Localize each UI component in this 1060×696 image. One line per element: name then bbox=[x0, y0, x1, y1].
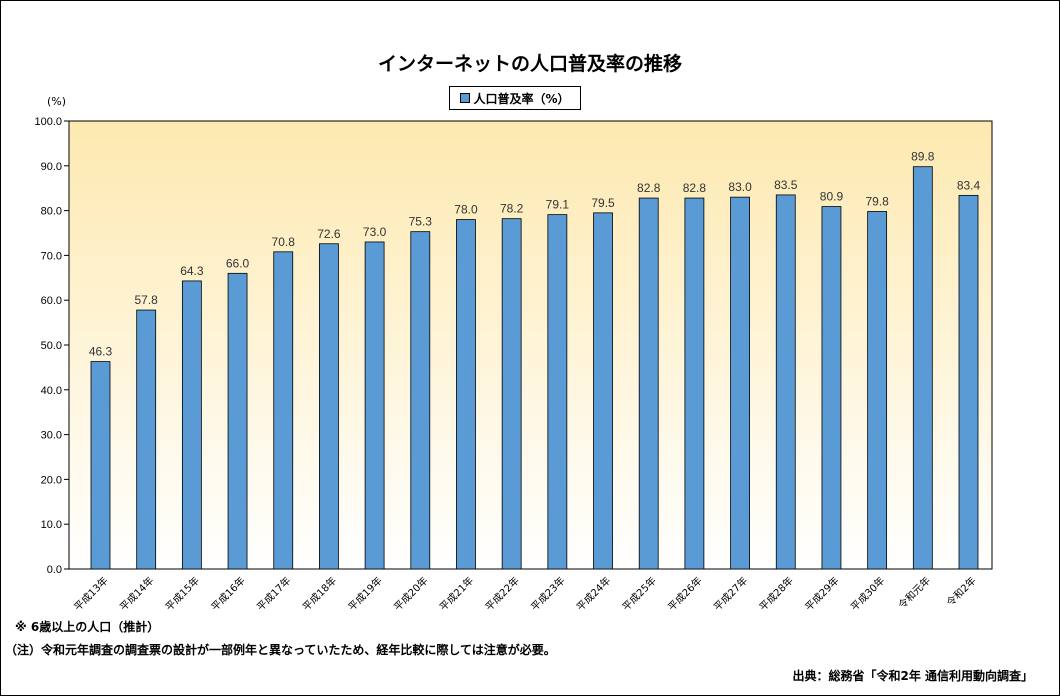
data-label: 80.9 bbox=[820, 190, 844, 204]
data-label: 73.0 bbox=[363, 225, 387, 239]
data-label: 78.0 bbox=[454, 203, 478, 217]
data-label: 46.3 bbox=[89, 345, 113, 359]
y-tick-label: 50.0 bbox=[41, 340, 62, 352]
data-label: 75.3 bbox=[409, 215, 433, 229]
bar bbox=[638, 197, 659, 570]
data-label: 83.0 bbox=[728, 180, 752, 194]
bar bbox=[136, 309, 157, 570]
y-axis-unit: (%) bbox=[47, 95, 67, 108]
chart-title: インターネットの人口普及率の推移 bbox=[377, 53, 682, 75]
bar bbox=[912, 166, 933, 570]
bar bbox=[775, 194, 796, 570]
bar bbox=[456, 219, 476, 570]
footnote-caution: （注）令和元年調査の調査票の設計が一部例年と異なっていたため、経年比較に際しては… bbox=[5, 643, 556, 657]
data-label: 57.8 bbox=[135, 293, 159, 307]
x-tick-label: 平成21年 bbox=[437, 574, 476, 613]
bar bbox=[684, 197, 705, 570]
bar bbox=[730, 196, 750, 570]
bar bbox=[227, 272, 248, 570]
bar bbox=[867, 211, 888, 570]
data-label: 79.8 bbox=[865, 194, 889, 208]
bar bbox=[501, 218, 522, 570]
data-label: 82.8 bbox=[683, 181, 707, 195]
data-label: 64.3 bbox=[180, 264, 204, 278]
x-tick-label: 令和2年 bbox=[944, 574, 979, 609]
x-tick-label: 平成18年 bbox=[300, 574, 339, 613]
y-tick-label: 0.0 bbox=[47, 564, 62, 576]
legend-swatch bbox=[460, 93, 471, 103]
bar bbox=[364, 241, 385, 570]
data-label: 66.0 bbox=[226, 256, 250, 270]
y-tick-label: 80.0 bbox=[41, 206, 62, 218]
bar bbox=[958, 194, 979, 570]
y-tick-label: 40.0 bbox=[41, 385, 62, 397]
x-tick-label: 平成13年 bbox=[71, 574, 110, 613]
x-tick-label: 平成23年 bbox=[528, 574, 567, 613]
legend-label: 人口普及率（%） bbox=[473, 91, 570, 106]
x-tick-label: 平成28年 bbox=[756, 574, 795, 613]
y-tick-label: 100.0 bbox=[34, 116, 62, 128]
bar bbox=[90, 361, 111, 570]
data-label: 89.8 bbox=[911, 150, 935, 164]
x-tick-label: 平成26年 bbox=[665, 574, 704, 613]
x-tick-label: 平成14年 bbox=[117, 574, 156, 613]
bar bbox=[821, 206, 842, 570]
x-tick-label: 平成17年 bbox=[254, 574, 293, 613]
legend: 人口普及率（%） bbox=[449, 86, 581, 110]
x-tick-label: 平成24年 bbox=[574, 574, 613, 613]
x-tick-label: 令和元年 bbox=[895, 574, 932, 611]
x-tick-label: 平成29年 bbox=[802, 574, 841, 613]
data-label: 70.8 bbox=[272, 235, 296, 249]
y-tick-label: 10.0 bbox=[41, 519, 62, 531]
data-label: 79.1 bbox=[546, 198, 570, 212]
data-label: 83.5 bbox=[774, 178, 798, 192]
y-tick-label: 70.0 bbox=[41, 250, 62, 262]
y-tick-label: 20.0 bbox=[41, 474, 62, 486]
bar bbox=[593, 212, 613, 570]
x-tick-label: 平成22年 bbox=[482, 574, 521, 613]
data-label: 78.2 bbox=[500, 202, 524, 216]
footnote-population: ※ 6歳以上の人口（推計） bbox=[15, 620, 160, 634]
x-tick-label: 平成30年 bbox=[848, 574, 887, 613]
data-label: 83.4 bbox=[957, 178, 981, 192]
y-tick-label: 90.0 bbox=[41, 161, 62, 173]
data-label: 79.5 bbox=[591, 196, 615, 210]
plot-area bbox=[68, 120, 993, 570]
data-label: 72.6 bbox=[317, 227, 341, 241]
data-label: 82.8 bbox=[637, 181, 661, 195]
x-tick-label: 平成20年 bbox=[391, 574, 430, 613]
bar bbox=[547, 214, 568, 570]
x-tick-label: 平成27年 bbox=[711, 574, 750, 613]
y-tick-label: 30.0 bbox=[41, 430, 62, 442]
bar bbox=[273, 251, 294, 570]
source-note: 出典：総務省「令和2年 通信利用動向調査」 bbox=[792, 669, 1033, 683]
bar bbox=[319, 243, 339, 570]
bar bbox=[181, 280, 202, 570]
x-tick-label: 平成15年 bbox=[163, 574, 202, 613]
x-tick-label: 平成19年 bbox=[345, 574, 384, 613]
x-tick-label: 平成16年 bbox=[208, 574, 247, 613]
y-tick-label: 60.0 bbox=[41, 295, 62, 307]
bar bbox=[410, 231, 431, 570]
x-tick-label: 平成25年 bbox=[619, 574, 658, 613]
